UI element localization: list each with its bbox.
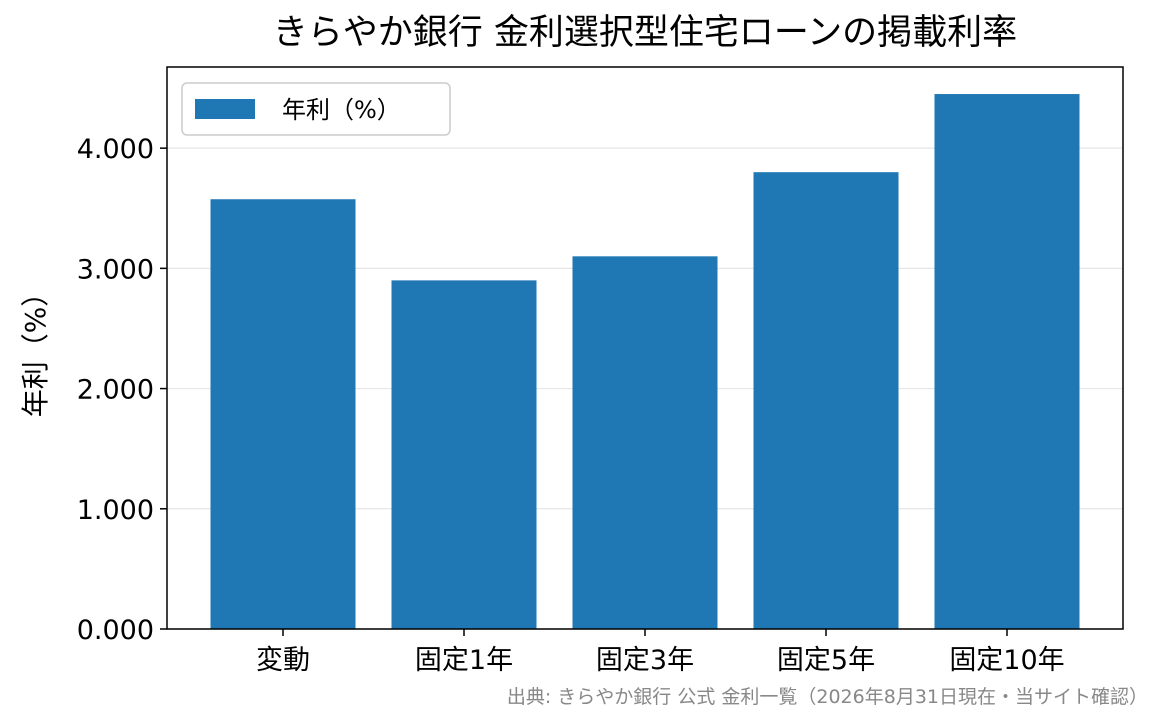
bars xyxy=(210,94,1080,630)
y-tick-label: 2.000 xyxy=(77,375,154,406)
source-note: 出典: きらやか銀行 公式 金利一覧（2026年8月31日現在・当サイト確認） xyxy=(507,686,1148,708)
bar xyxy=(753,172,899,629)
legend-label: 年利（%） xyxy=(282,96,401,124)
x-tick-label: 固定5年 xyxy=(777,645,875,676)
y-axis-ticks: 0.000 1.000 2.000 3.000 4.000 xyxy=(77,134,167,646)
y-tick-label: 0.000 xyxy=(77,615,154,646)
y-tick-label: 1.000 xyxy=(77,495,154,526)
y-tick-label: 4.000 xyxy=(77,134,154,165)
bar xyxy=(572,256,718,629)
legend-box xyxy=(181,82,451,136)
x-tick-label: 固定1年 xyxy=(415,645,513,676)
y-tick-label: 3.000 xyxy=(77,254,154,285)
x-tick-label: 変動 xyxy=(256,645,310,676)
bar xyxy=(210,199,356,629)
x-tick-label: 固定3年 xyxy=(596,645,694,676)
chart-title: きらやか銀行 金利選択型住宅ローンの掲載利率 xyxy=(273,13,1017,53)
bar xyxy=(391,280,537,629)
bar xyxy=(934,94,1080,630)
x-tick-label: 固定10年 xyxy=(949,645,1064,676)
legend-swatch xyxy=(195,99,255,119)
x-axis-ticks: 変動 固定1年 固定3年 固定5年 固定10年 xyxy=(256,629,1065,676)
legend: 年利（%） xyxy=(181,82,451,136)
y-axis-label: 年利（%） xyxy=(19,279,52,418)
